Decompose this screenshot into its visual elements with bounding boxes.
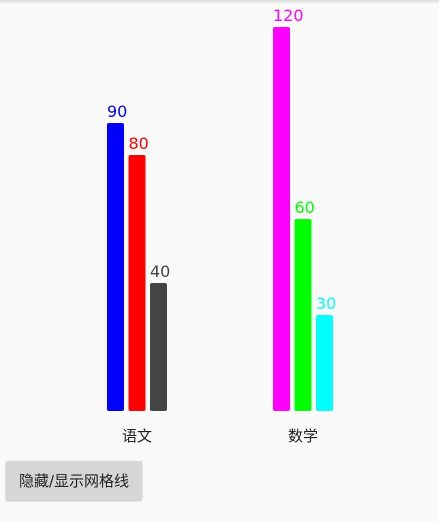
- x-tick-label: 数学: [288, 427, 318, 445]
- value-label: 120: [273, 6, 304, 25]
- value-label: 60: [295, 198, 315, 217]
- value-label: 80: [129, 134, 149, 153]
- value-label: 30: [316, 294, 336, 313]
- bar: [128, 155, 146, 411]
- value-label: 90: [107, 102, 127, 121]
- value-label: 40: [150, 262, 170, 281]
- toggle-grid-button[interactable]: 隐藏/显示网格线: [6, 461, 142, 500]
- bar: [273, 27, 290, 411]
- status-shadow: [0, 0, 439, 4]
- bar: [150, 283, 167, 411]
- bar: [294, 219, 312, 411]
- bar: [107, 123, 124, 411]
- x-tick-label: 语文: [122, 427, 152, 445]
- bar: [316, 315, 333, 411]
